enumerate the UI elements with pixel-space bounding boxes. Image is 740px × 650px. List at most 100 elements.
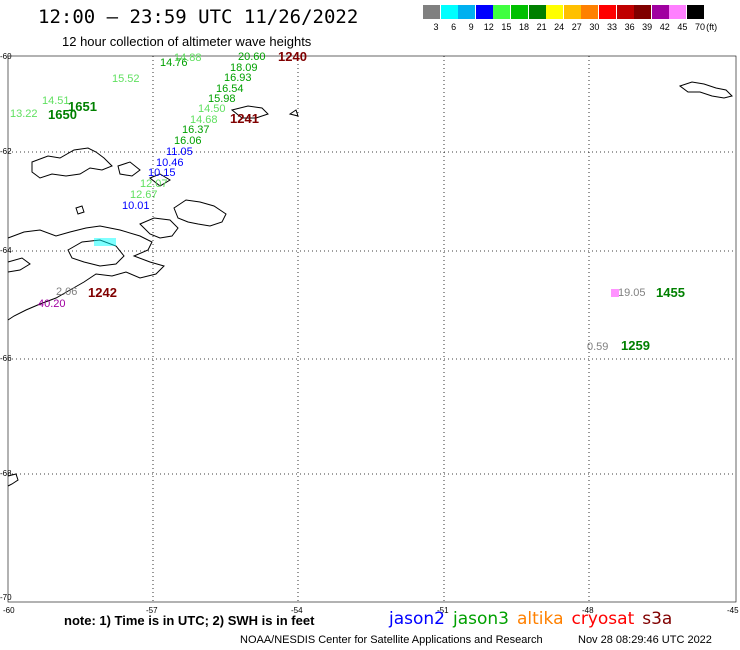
colorbar-label: 33 bbox=[606, 22, 617, 32]
colorbar-label: 12 bbox=[483, 22, 494, 32]
coastline-ice-shelf bbox=[7, 257, 31, 273]
pass-time-label: 1455 bbox=[656, 285, 685, 300]
lat-tick-label: -66 bbox=[0, 354, 12, 363]
satellite-legend-item: jason2 bbox=[389, 609, 445, 629]
satellite-legend-item: s3a bbox=[642, 609, 673, 629]
coastlines bbox=[7, 81, 733, 487]
lon-tick-label: -54 bbox=[291, 606, 303, 615]
colorbar-swatch bbox=[616, 5, 634, 19]
observation-marker bbox=[611, 289, 619, 297]
coastline-left-edge bbox=[7, 473, 19, 487]
pass-time-label: 1650 bbox=[48, 107, 77, 122]
map-frame bbox=[7, 55, 737, 603]
wave-height-label: 40.20 bbox=[38, 298, 66, 310]
colorbar-label: 15 bbox=[501, 22, 512, 32]
colorbar-label: 45 bbox=[677, 22, 688, 32]
colorbar-swatch bbox=[423, 5, 440, 19]
satellite-legend-item: jason3 bbox=[453, 609, 509, 629]
wave-height-label: 16.54 bbox=[216, 83, 244, 95]
wave-height-label: 16.06 bbox=[174, 135, 202, 147]
observation-marker bbox=[94, 238, 116, 246]
lon-tick-label: -48 bbox=[582, 606, 594, 615]
lon-tick-label: -60 bbox=[3, 606, 15, 615]
wave-height-label: 13.22 bbox=[10, 108, 38, 120]
colorbar-label: 39 bbox=[642, 22, 653, 32]
colorbar-swatch bbox=[687, 5, 704, 19]
pass-time-label: 1651 bbox=[68, 99, 97, 114]
wave-height-label: 10.15 bbox=[148, 167, 176, 179]
satellite-legend-item: altika bbox=[517, 609, 564, 629]
colorbar-swatch bbox=[669, 5, 687, 19]
wave-height-label: 14.88 bbox=[174, 52, 202, 64]
wave-height-label: 16.37 bbox=[182, 124, 210, 136]
wave-height-label: 14.76 bbox=[160, 57, 188, 69]
pass-time-label: 1242 bbox=[88, 285, 117, 300]
chart-subtitle: 12 hour collection of altimeter wave hei… bbox=[62, 34, 312, 49]
coastline-islet-east bbox=[288, 109, 299, 117]
wave-height-label: 15.52 bbox=[112, 73, 140, 85]
lon-tick-label: -57 bbox=[146, 606, 158, 615]
colorbar-swatch bbox=[634, 5, 652, 19]
colorbar-swatch bbox=[458, 5, 476, 19]
colorbar-swatch bbox=[440, 5, 458, 19]
colorbar-swatch bbox=[599, 5, 616, 19]
generated-timestamp: Nov 28 08:29:46 UTC 2022 bbox=[578, 634, 712, 646]
colorbar-swatch bbox=[563, 5, 581, 19]
wave-height-label: 15.98 bbox=[208, 93, 236, 105]
lat-tick-label: -68 bbox=[0, 469, 12, 478]
lon-tick-label: -51 bbox=[437, 606, 449, 615]
wave-height-label: 16.93 bbox=[224, 72, 252, 84]
coastline-island-a bbox=[117, 161, 141, 177]
colorbar-swatch bbox=[475, 5, 493, 19]
lon-tick-label: -45 bbox=[727, 606, 739, 615]
colorbar-label: 36 bbox=[624, 22, 635, 32]
coastline-peninsula bbox=[7, 225, 165, 321]
wave-height-label: 19.05 bbox=[618, 287, 646, 299]
colorbar-label: 24 bbox=[554, 22, 565, 32]
coastline-south-orkney bbox=[678, 81, 733, 99]
coastline-south-shetland bbox=[31, 147, 113, 179]
wave-height-label: 20.60 bbox=[238, 51, 266, 63]
satellite-legend: jason2 jason3 altika cryosat s3a bbox=[389, 609, 680, 629]
coastline-dundee bbox=[139, 217, 179, 239]
coastline-island-b bbox=[149, 173, 171, 187]
pass-time-label: 1259 bbox=[621, 338, 650, 353]
wave-height-label: 12.67 bbox=[130, 189, 158, 201]
colorbar-label: 9 bbox=[468, 22, 474, 32]
colorbar-swatch bbox=[651, 5, 669, 19]
wave-heights: 20.60 18.09 16.93 16.54 15.98 14.50 14.6… bbox=[10, 51, 646, 353]
wave-height-label: 10.46 bbox=[156, 157, 184, 169]
credit-line: NOAA/NESDIS Center for Satellite Applica… bbox=[240, 634, 543, 646]
colorbar-label: 21 bbox=[536, 22, 547, 32]
coastline-island-c bbox=[75, 205, 85, 215]
colorbar-swatch bbox=[493, 5, 511, 19]
colorbar-label: 30 bbox=[589, 22, 600, 32]
colorbar-label: 3 bbox=[433, 22, 439, 32]
wave-height-label: 10.01 bbox=[122, 200, 150, 212]
colorbar-unit: (ft) bbox=[706, 22, 718, 32]
coastline-islet-1240 bbox=[230, 105, 269, 119]
wave-height-label: 0.59 bbox=[587, 341, 608, 353]
lat-tick-labels: -60 -62 -64 -66 -68 -70 bbox=[0, 52, 12, 602]
colorbar-label: 42 bbox=[659, 22, 670, 32]
satellite-legend-item: cryosat bbox=[571, 609, 635, 629]
wave-height-label: 14.50 bbox=[198, 103, 226, 115]
wave-height-label: 14.68 bbox=[190, 114, 218, 126]
pass-time-label: 1241 bbox=[230, 111, 259, 126]
coastline-james-ross bbox=[67, 239, 125, 267]
wave-height-label: 2.06 bbox=[56, 286, 77, 298]
colorbar-swatch bbox=[528, 5, 546, 19]
graticule bbox=[8, 56, 736, 602]
colorbar-label: 70 bbox=[694, 22, 705, 32]
colorbar-swatch bbox=[581, 5, 599, 19]
coastline-joinville bbox=[173, 199, 227, 227]
lat-tick-label: -64 bbox=[0, 246, 12, 255]
units-note: note: 1) Time is in UTC; 2) SWH is in fe… bbox=[64, 613, 315, 628]
lat-tick-label: -62 bbox=[0, 147, 12, 156]
chart-title: 12:00 – 23:59 UTC 11/26/2022 bbox=[38, 6, 359, 28]
colorbar-label: 18 bbox=[518, 22, 529, 32]
colorbar-label: 27 bbox=[571, 22, 582, 32]
lat-tick-label: -60 bbox=[0, 52, 12, 61]
colorbar-swatch bbox=[546, 5, 564, 19]
